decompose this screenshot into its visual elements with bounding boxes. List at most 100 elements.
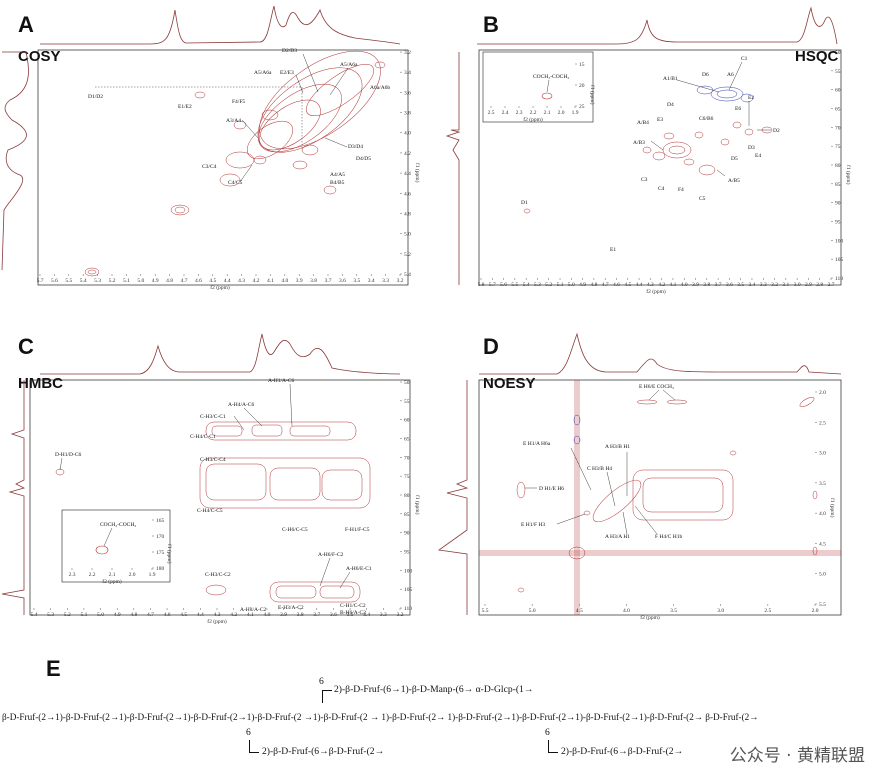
hmbc-label: C-H6/C-C5 [282,527,308,533]
hsqc-label: D2 [773,128,780,134]
x-tick-label: 5.1 [80,612,87,618]
x-tick-label: 4.7 [181,278,188,284]
x-tick-label: 5.2 [545,282,552,288]
x-tick-label: 3.0 [717,608,724,614]
x-tick-label: 4.4 [636,282,643,288]
x-tick-label: 5.3 [47,612,54,618]
noesy-label: F H4/C H1b [655,534,682,540]
x-tick-label: 2.7 [828,282,835,288]
technique-label: HSQC [795,48,839,65]
hmbc-label: E-H3/A-C2 [278,605,304,611]
y-axis-label: f1 (ppm) [845,165,852,185]
y-tick-label: 3.2 [404,50,411,56]
x-tick-label: 4.9 [152,278,159,284]
y-tick-label: 105 [404,587,413,593]
y-tick-label: 60 [835,88,841,94]
x-tick-label: 4.9 [114,612,121,618]
y-tick-label: 105 [835,257,844,263]
x-tick-label: 4.6 [195,278,202,284]
cosy-label: A6a/A6b [370,85,390,91]
hsqc-label: A/B4 [637,120,649,126]
y-tick-label: 80 [835,163,841,169]
branch-connector [322,690,332,691]
x-tick-label: 5.0 [137,278,144,284]
branch-top: 2)-β-D-Fruf-(6→1)-β-D-Manp-(6→ α-D-Glcp-… [334,684,534,695]
x-tick-label: 2.2 [530,110,537,116]
hsqc-label: D3 [748,145,755,151]
x-tick-label: 4.7 [147,612,154,618]
x-tick-label: 4.0 [263,612,270,618]
panel-c-hmbc: C HMBC COCH₃-COCH₃ 2.3 2.2 2.1 2.0 1.9 165 170… [0,330,430,630]
y-tick-label: 95 [835,220,841,226]
x-tick-label: 3.9 [280,612,287,618]
y-tick-label: 65 [404,437,410,443]
x-tick-label: 3.8 [297,612,304,618]
y-tick-label: 3.0 [819,451,826,457]
panel-letter-a: A [18,12,34,37]
noesy-label: E H6/E COCH₃ [639,384,674,390]
x-tick-label: 2.3 [69,572,76,578]
hmbc-label: C-H3/C-C4 [200,457,226,463]
branch-right-num: 6 [545,727,550,738]
hsqc-label: E4 [755,153,761,159]
x-tick-label: 3.4 [749,282,756,288]
y-tick-label: 20 [579,83,585,89]
branch-connector [249,752,259,753]
x-tick-label: 3.5 [670,608,677,614]
branch-connector [548,740,549,752]
x-tick-label: 4.4 [224,278,231,284]
technique-label: HMBC [18,375,63,392]
x-tick-label: 3.2 [771,282,778,288]
hsqc-label: C4 [658,186,665,192]
x-tick-label: 2.5 [764,608,771,614]
x-axis-label: f2 (ppm) [640,614,660,621]
x-tick-label: 5.2 [109,278,116,284]
x-tick-label: 4.3 [647,282,654,288]
x-tick-label: 5.7 [489,282,496,288]
x-tick-label: 3.0 [794,282,801,288]
y-tick-label: 3.6 [404,90,411,96]
noesy-label: A H3/B H1 [605,444,630,450]
x-tick-label: 5.5 [482,608,489,614]
x-tick-label: 5.0 [97,612,104,618]
hsqc-label: A6 [727,72,734,78]
cosy-label: C3/C4 [202,164,217,170]
y-tick-label: 4.0 [404,131,411,137]
y-tick-label: 4.0 [819,511,826,517]
y-tick-label: 25 [579,104,585,110]
hsqc-label: E3 [657,117,663,123]
x-tick-label: 5.1 [123,278,130,284]
x-tick-label: 5.6 [500,282,507,288]
y-axis-label: f1 (ppm) [829,498,836,518]
y-axis-label: f1 (ppm) [166,544,173,564]
y-tick-label: 110 [404,606,412,612]
y-tick-label: 75 [404,474,410,480]
main-chain: β-D-Fruf-(2→1)-β-D-Fruf-(2→1)-β-D-Fruf-(… [2,712,759,722]
inset-label: COCH₃-COCH₃ [100,522,136,528]
branch-left-num: 6 [246,727,251,738]
x-tick-label: 3.5 [353,278,360,284]
y-tick-label: 50 [835,50,841,56]
y-tick-label: 2.0 [819,390,826,396]
hsqc-label: E1 [610,247,616,253]
x-tick-label: 4.3 [238,278,245,284]
y-tick-label: 4.4 [404,171,411,177]
x-tick-label: 4.8 [166,278,173,284]
x-tick-label: 5.0 [568,282,575,288]
hmbc-label: C-H3/C-C1 [200,414,226,420]
y-tick-label: 100 [835,238,844,244]
noesy-spectrum: E H6/E COCH₃ E H1/A H6a A H3/B H1 C H3/B… [437,332,842,621]
y-tick-label: 50 [404,380,410,386]
hmbc-label: A-H6/F-C2 [318,552,344,558]
x-tick-label: 4.1 [247,612,254,618]
cosy-label: E1/E2 [178,104,192,110]
x-tick-label: 5.7 [37,278,44,284]
branch-right: 2)-β-D-Fruf-(6→β-D-Fruf-(2→ [561,746,684,757]
y-tick-label: 3.5 [819,481,826,487]
x-tick-label: 3.7 [715,282,722,288]
hsqc-label: C5 [699,196,706,202]
x-tick-label: 3.6 [339,278,346,284]
x-tick-label: 5.2 [64,612,71,618]
cosy-label: E2/E3 [280,70,294,76]
hmbc-label: A-H1/A-C6 [268,378,295,384]
